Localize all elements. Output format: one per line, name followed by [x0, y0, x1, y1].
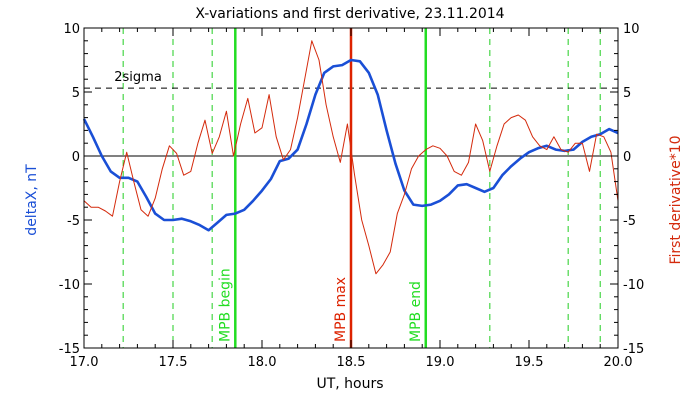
marker-label-mpb-end: MPB end [408, 281, 424, 342]
y-tick-label-right: -15 [623, 342, 644, 357]
chart-title: X-variations and first derivative, 23.11… [195, 6, 504, 22]
x-tick-label: 19.5 [515, 355, 544, 370]
x-tick-label: 18.5 [337, 355, 366, 370]
x-tick-label: 19.0 [426, 355, 455, 370]
y-tick-label-right: 0 [623, 150, 631, 165]
x-tick-label: 18.0 [248, 355, 277, 370]
marker-label-mpb-max: MPB max [333, 277, 349, 342]
plot-area: 2sigma MPB begin MPB max MPB end [84, 28, 618, 348]
axes-layer: 17.0 17.5 18.0 18.5 19.0 19.5 20.0-15 -15-10 -10… [59, 22, 644, 370]
marker-label-mpb-begin: MPB begin [217, 268, 233, 342]
y-tick-label-right: -5 [623, 214, 636, 229]
y-tick-label-right: 10 [623, 22, 640, 37]
y-tick-label-right: 5 [623, 86, 631, 101]
sigma-label: 2sigma [114, 70, 162, 85]
y-axis-label-right: First derivative*10 [668, 135, 684, 264]
x-axis-label: UT, hours [316, 376, 383, 392]
y-tick-label-left: 10 [63, 22, 80, 37]
series-line-derivative [83, 40, 619, 275]
series-line-deltaX [82, 58, 619, 232]
y-tick-label-right: -10 [623, 278, 644, 293]
x-tick-label: 17.0 [70, 355, 99, 370]
y-tick-label-left: 5 [72, 86, 80, 101]
y-tick-label-left: 0 [72, 150, 80, 165]
y-tick-label-left: -5 [67, 214, 80, 229]
y-tick-label-left: -10 [59, 278, 80, 293]
y-tick-label-left: -15 [59, 342, 80, 357]
y-axis-label-left: deltaX, nT [24, 164, 40, 236]
x-tick-label: 20.0 [604, 355, 633, 370]
series-layer [82, 40, 619, 275]
x-tick-label: 17.5 [159, 355, 188, 370]
